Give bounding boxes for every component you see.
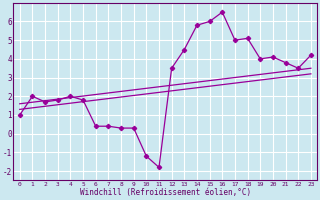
X-axis label: Windchill (Refroidissement éolien,°C): Windchill (Refroidissement éolien,°C) <box>80 188 251 197</box>
